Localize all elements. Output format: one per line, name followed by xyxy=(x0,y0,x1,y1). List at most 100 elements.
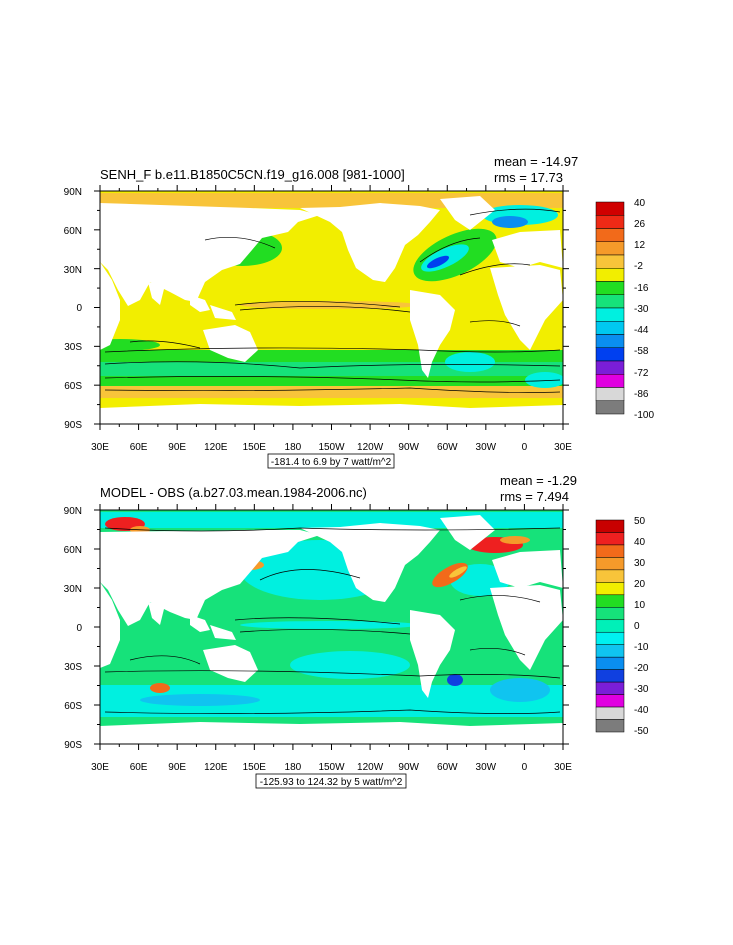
panel-top-lat-labels: 90N 60N 30N 0 30S 60S 90S xyxy=(64,187,83,431)
panel-top-map xyxy=(100,191,563,424)
colorbar-label: 10 xyxy=(634,600,646,611)
lat-label: 90N xyxy=(64,187,82,198)
colorbar-label: -58 xyxy=(634,346,649,357)
colorbar-swatch xyxy=(595,594,625,608)
lon-label: 0 xyxy=(522,762,528,773)
lat-label: 30S xyxy=(64,662,82,673)
lat-label: 90S xyxy=(64,740,82,751)
lon-label: 90W xyxy=(398,442,419,453)
lat-label: 30N xyxy=(64,584,82,595)
colorbar-swatch xyxy=(595,569,625,583)
bottom-land xyxy=(100,515,563,744)
colorbar-swatch xyxy=(595,557,625,571)
panel-top-rms: rms = 17.73 xyxy=(494,170,563,185)
lon-label: 150E xyxy=(243,442,267,453)
lon-label: 150E xyxy=(243,762,267,773)
colorbar-swatch xyxy=(595,374,625,388)
panel-top-mean: mean = -14.97 xyxy=(494,154,578,169)
panel-bottom-range-box xyxy=(255,773,407,789)
colorbar-swatch xyxy=(595,360,625,375)
lat-label: 60N xyxy=(64,226,82,237)
lon-label: 60E xyxy=(130,762,148,773)
colorbar-swatch xyxy=(595,321,625,335)
axis-ticks xyxy=(94,185,569,430)
colorbar-swatch xyxy=(595,582,625,596)
lon-label: 30E xyxy=(91,762,109,773)
colorbar-swatch xyxy=(595,387,625,401)
colorbar-swatch xyxy=(595,644,625,658)
panel-bottom-lat-labels: 90N 60N 30N 0 30S 60S 90S xyxy=(64,506,83,751)
lat-label: 60S xyxy=(64,381,82,392)
colorbar-label: -86 xyxy=(634,389,649,400)
colorbar-label: -100 xyxy=(634,410,654,421)
colorbar-swatch xyxy=(595,281,625,295)
colorbar-swatch xyxy=(595,241,625,256)
panel-top: SENH_F b.e11.B1850C5CN.f19_g16.008 [981-… xyxy=(64,154,654,469)
lat-label: 90S xyxy=(64,420,82,431)
lat-label: 60N xyxy=(64,545,82,556)
top-land xyxy=(100,196,563,424)
colorbar-label: -30 xyxy=(634,684,649,695)
lon-label: 120W xyxy=(357,442,384,453)
lon-label: 90W xyxy=(398,762,419,773)
colorbar-label: 12 xyxy=(634,240,646,251)
colorbar-swatch xyxy=(595,400,625,415)
lon-label: 150W xyxy=(318,762,345,773)
lon-label: 180 xyxy=(285,762,302,773)
colorbar-swatch xyxy=(595,519,625,533)
colorbar-swatch xyxy=(595,347,625,362)
colorbar-swatch xyxy=(595,215,625,229)
panel-top-range-box xyxy=(267,453,395,469)
colorbar-label: -50 xyxy=(634,726,649,737)
lat-label: 30S xyxy=(64,342,82,353)
colorbar-swatch xyxy=(595,307,625,322)
colorbar-label: 30 xyxy=(634,558,646,569)
colorbar-swatch xyxy=(595,607,625,621)
panel-top-colorbar xyxy=(595,201,625,415)
colorbar-label: -20 xyxy=(634,663,649,674)
colorbar-swatch xyxy=(595,694,625,708)
lon-label: 180 xyxy=(285,442,302,453)
panel-bottom-map xyxy=(100,510,563,744)
colorbar-swatch xyxy=(595,294,625,309)
colorbar-swatch xyxy=(595,532,625,546)
lat-label: 30N xyxy=(64,265,82,276)
colorbar-label: -30 xyxy=(634,304,649,315)
colorbar-label: 20 xyxy=(634,579,646,590)
lon-label: 30W xyxy=(476,762,497,773)
panel-bottom-lon-labels: 30E 60E 90E 120E 150E 180 150W 120W 90W … xyxy=(91,762,572,773)
lat-label: 60S xyxy=(64,701,82,712)
lon-label: 150W xyxy=(318,442,345,453)
panel-bottom-title: MODEL - OBS (a.b27.03.mean.1984-2006.nc) xyxy=(100,485,367,500)
lon-label: 90E xyxy=(168,762,186,773)
lon-label: 0 xyxy=(522,442,528,453)
colorbar-swatch xyxy=(595,268,625,282)
colorbar-label: 0 xyxy=(634,621,640,632)
colorbar-swatch xyxy=(595,201,625,216)
lon-label: 120E xyxy=(204,442,228,453)
colorbar-label: 26 xyxy=(634,219,646,230)
colorbar-swatch xyxy=(595,681,625,695)
colorbar-swatch xyxy=(595,656,625,670)
panel-bottom: MODEL - OBS (a.b27.03.mean.1984-2006.nc)… xyxy=(64,473,649,789)
panel-bottom-colorbar-labels: 50 40 30 20 10 0 -10 -20 -30 -40 -50 xyxy=(634,516,649,737)
colorbar-swatch xyxy=(595,334,625,348)
colorbar-swatch xyxy=(595,228,625,242)
panel-bottom-mean: mean = -1.29 xyxy=(500,473,577,488)
panel-bottom-rms: rms = 7.494 xyxy=(500,489,569,504)
colorbar-label: 40 xyxy=(634,537,646,548)
lon-label: 30E xyxy=(91,442,109,453)
colorbar-label: 40 xyxy=(634,198,646,209)
lon-label: 120E xyxy=(204,762,228,773)
lon-label: 90E xyxy=(168,442,186,453)
panel-top-title: SENH_F b.e11.B1850C5CN.f19_g16.008 [981-… xyxy=(100,167,405,182)
panel-top-lon-labels: 30E 60E 90E 120E 150E 180 150W 120W 90W … xyxy=(91,442,572,453)
colorbar-label: -16 xyxy=(634,283,649,294)
lat-label: 0 xyxy=(76,623,82,634)
lon-label: 60E xyxy=(130,442,148,453)
lon-label: 120W xyxy=(357,762,384,773)
colorbar-swatch xyxy=(595,719,625,733)
lat-label: 90N xyxy=(64,506,82,517)
lon-label: 30E xyxy=(554,442,572,453)
